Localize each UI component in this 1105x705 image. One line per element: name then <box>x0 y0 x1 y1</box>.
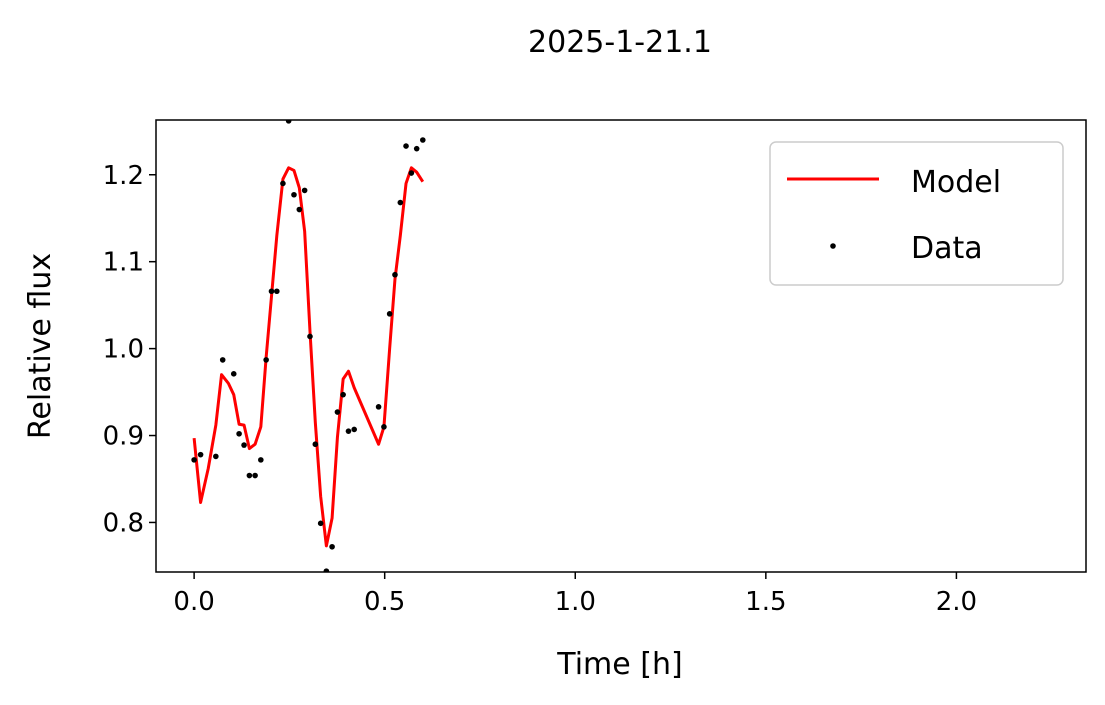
data-point <box>340 391 346 398</box>
data-point <box>386 311 393 317</box>
data-point <box>263 357 269 363</box>
y-tick-label: 0.8 <box>103 508 144 538</box>
data-point <box>408 170 415 176</box>
data-point <box>312 441 319 448</box>
y-tick-label: 0.9 <box>103 422 144 452</box>
chart-title: 2025-1-21.1 <box>528 25 712 60</box>
data-point <box>241 442 247 448</box>
data-point <box>413 145 420 152</box>
x-tick-label: 1.0 <box>555 587 596 617</box>
x-axis-label: Time [h] <box>556 647 682 682</box>
y-axis-label: Relative flux <box>23 253 58 439</box>
data-point <box>403 143 409 149</box>
y-axis: 0.8 0.9 1.0 1.1 1.2 <box>103 161 156 538</box>
data-point <box>317 520 324 527</box>
data-point <box>252 472 258 479</box>
data-point <box>375 404 382 410</box>
data-point <box>236 430 242 437</box>
legend-data-swatch <box>830 243 836 249</box>
data-point <box>329 543 335 550</box>
data-point <box>392 271 398 278</box>
data-point <box>268 288 275 295</box>
x-tick-label: 0.0 <box>173 587 214 617</box>
y-tick-label: 1.2 <box>103 161 144 191</box>
data-point <box>191 457 197 463</box>
data-point <box>301 187 308 194</box>
x-tick-label: 0.5 <box>364 587 405 617</box>
x-axis: 0.0 0.5 1.0 1.5 2.0 <box>173 572 977 617</box>
data-point <box>381 424 387 430</box>
data-point <box>280 180 286 187</box>
y-tick-label: 1.1 <box>103 248 144 278</box>
data-point <box>345 428 352 434</box>
legend-model-label: Model <box>911 165 1001 200</box>
data-point <box>219 357 226 363</box>
data-point <box>397 199 404 206</box>
data-point <box>285 120 292 124</box>
data-point <box>230 371 237 377</box>
data-point <box>323 568 330 572</box>
plot-area <box>155 119 1087 573</box>
data-point <box>213 453 219 460</box>
legend-data-label: Data <box>911 231 983 266</box>
data-point <box>351 426 358 433</box>
data-point <box>291 191 297 198</box>
data-point <box>334 409 341 415</box>
data-point <box>246 472 253 479</box>
axes-frame <box>155 119 1087 573</box>
series-layer <box>191 120 426 572</box>
data-point <box>307 333 313 340</box>
data-point <box>420 137 426 143</box>
data-point <box>296 206 303 213</box>
data-point <box>274 288 280 295</box>
y-tick-label: 1.0 <box>103 335 144 365</box>
legend: Model Data <box>769 141 1064 286</box>
data-point <box>197 451 204 458</box>
x-tick-label: 1.5 <box>745 587 786 617</box>
x-tick-label: 2.0 <box>936 587 977 617</box>
data-point <box>258 457 264 463</box>
